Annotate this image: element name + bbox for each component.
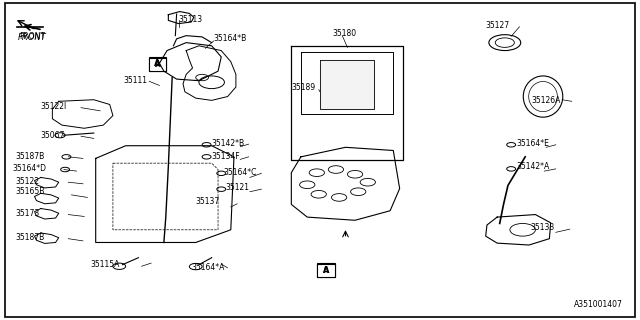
Text: 35134F: 35134F — [212, 152, 240, 161]
Text: 35142*B: 35142*B — [212, 139, 244, 148]
Text: A: A — [323, 266, 330, 275]
Text: 35133: 35133 — [531, 223, 554, 232]
FancyBboxPatch shape — [148, 57, 166, 71]
Text: 35115A: 35115A — [91, 260, 120, 269]
FancyBboxPatch shape — [148, 58, 166, 71]
Text: 35121: 35121 — [226, 183, 250, 192]
Text: A351001407: A351001407 — [574, 300, 623, 309]
Text: 35187B: 35187B — [15, 233, 45, 242]
Text: 35187B: 35187B — [15, 152, 45, 161]
Text: FRONT: FRONT — [19, 32, 45, 41]
Text: A: A — [323, 266, 330, 275]
Text: 35164*A: 35164*A — [191, 263, 225, 272]
Text: 35164*E: 35164*E — [516, 139, 549, 148]
Text: 35067: 35067 — [41, 131, 65, 140]
Text: 35111: 35111 — [124, 76, 148, 84]
Text: 35122I: 35122I — [41, 102, 67, 111]
Text: 35180: 35180 — [333, 29, 357, 38]
Text: 35165B: 35165B — [15, 187, 45, 196]
Polygon shape — [320, 60, 374, 109]
Text: 35113: 35113 — [179, 15, 203, 24]
Text: 35126A: 35126A — [532, 96, 561, 105]
Text: 35164*C: 35164*C — [223, 168, 257, 177]
Text: 35127: 35127 — [486, 21, 510, 30]
Text: 35164*B: 35164*B — [214, 34, 247, 43]
Text: FRONT: FRONT — [18, 33, 46, 42]
Text: 35164*D: 35164*D — [13, 164, 47, 173]
Text: 35137: 35137 — [196, 197, 220, 206]
Text: A: A — [154, 60, 161, 68]
Text: 35173: 35173 — [15, 209, 40, 218]
Text: 35189: 35189 — [291, 83, 316, 92]
Text: 35142*A: 35142*A — [516, 163, 550, 172]
Text: 35122: 35122 — [15, 177, 40, 186]
FancyBboxPatch shape — [317, 263, 335, 277]
Text: A: A — [155, 60, 161, 69]
FancyBboxPatch shape — [317, 264, 335, 277]
